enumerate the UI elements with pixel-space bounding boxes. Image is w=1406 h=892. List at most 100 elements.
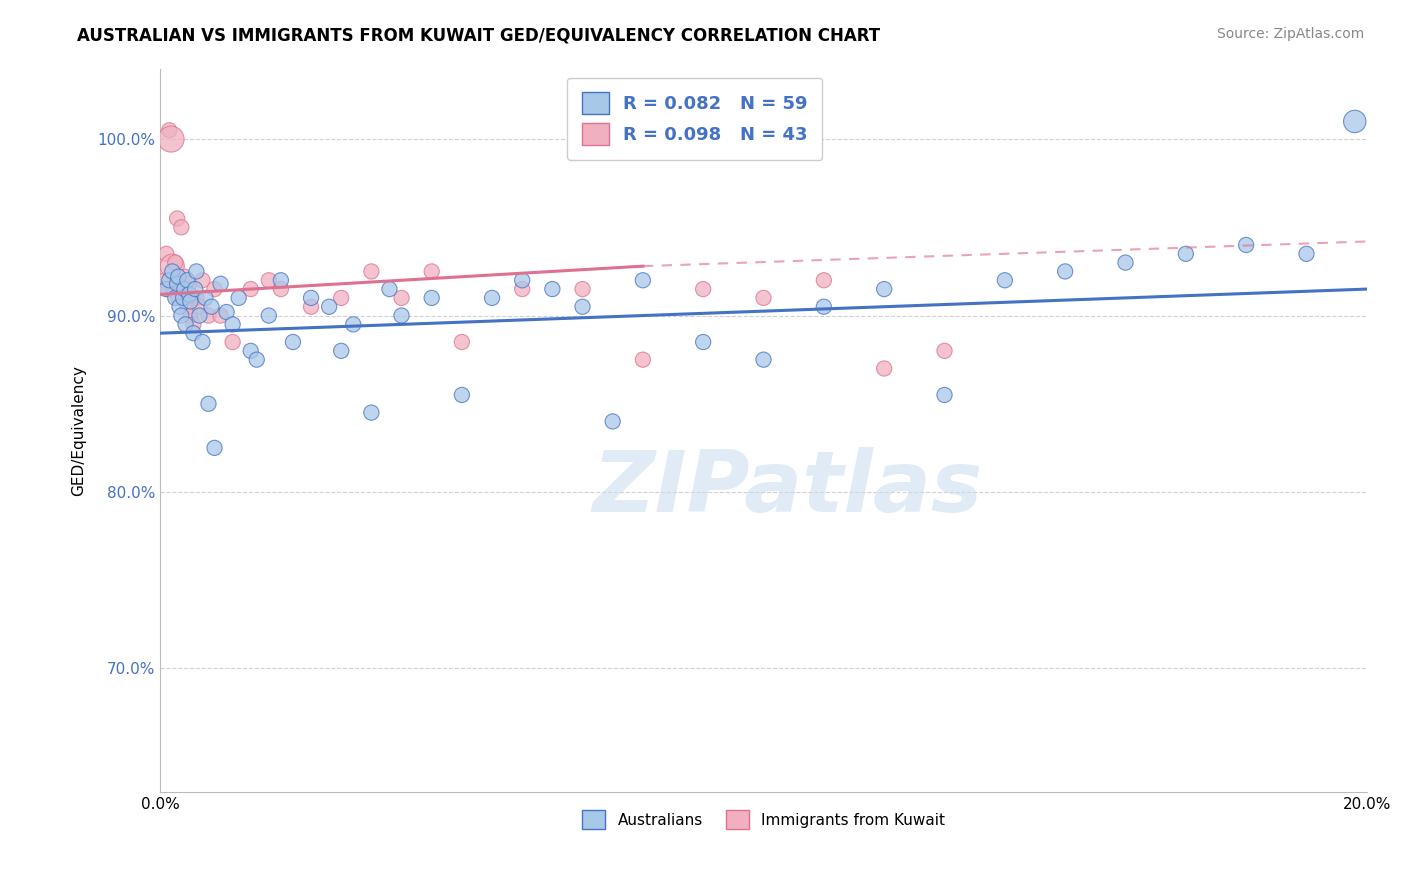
Point	[157, 273, 180, 287]
Point	[170, 220, 193, 235]
Point	[342, 318, 364, 332]
Point	[602, 414, 624, 428]
Point	[209, 277, 232, 291]
Text: AUSTRALIAN VS IMMIGRANTS FROM KUWAIT GED/EQUIVALENCY CORRELATION CHART: AUSTRALIAN VS IMMIGRANTS FROM KUWAIT GED…	[77, 27, 880, 45]
Point	[1174, 247, 1197, 261]
Point	[571, 282, 593, 296]
Point	[155, 247, 177, 261]
Point	[391, 291, 413, 305]
Point	[173, 282, 195, 296]
Point	[450, 388, 472, 402]
Point	[934, 343, 956, 358]
Point	[188, 300, 211, 314]
Point	[246, 352, 269, 367]
Legend: Australians, Immigrants from Kuwait: Australians, Immigrants from Kuwait	[576, 804, 950, 835]
Point	[692, 282, 714, 296]
Point	[221, 334, 243, 349]
Point	[162, 282, 184, 296]
Point	[156, 282, 179, 296]
Point	[160, 132, 183, 146]
Point	[873, 282, 896, 296]
Point	[186, 291, 208, 305]
Point	[330, 343, 353, 358]
Point	[191, 334, 214, 349]
Point	[179, 294, 201, 309]
Point	[155, 282, 177, 296]
Point	[174, 318, 197, 332]
Point	[257, 273, 280, 287]
Point	[215, 305, 238, 319]
Point	[481, 291, 503, 305]
Point	[631, 273, 654, 287]
Point	[281, 334, 304, 349]
Point	[200, 300, 222, 314]
Point	[239, 343, 262, 358]
Point	[166, 277, 188, 291]
Point	[420, 291, 443, 305]
Point	[179, 287, 201, 301]
Point	[391, 309, 413, 323]
Point	[194, 291, 217, 305]
Point	[813, 300, 835, 314]
Point	[1234, 238, 1257, 252]
Point	[270, 282, 292, 296]
Point	[752, 352, 775, 367]
Point	[184, 282, 207, 296]
Point	[1295, 247, 1317, 261]
Point	[179, 277, 201, 291]
Point	[173, 269, 195, 284]
Point	[299, 291, 322, 305]
Point	[166, 211, 188, 226]
Point	[162, 264, 184, 278]
Point	[510, 282, 533, 296]
Point	[197, 309, 219, 323]
Point	[1344, 114, 1367, 128]
Point	[360, 406, 382, 420]
Point	[934, 388, 956, 402]
Text: ZIPatlas: ZIPatlas	[592, 447, 983, 530]
Point	[360, 264, 382, 278]
Point	[1054, 264, 1077, 278]
Point	[186, 264, 208, 278]
Point	[204, 282, 226, 296]
Point	[994, 273, 1017, 287]
Point	[813, 273, 835, 287]
Y-axis label: GED/Equivalency: GED/Equivalency	[72, 365, 86, 496]
Point	[188, 309, 211, 323]
Point	[571, 300, 593, 314]
Text: Source: ZipAtlas.com: Source: ZipAtlas.com	[1216, 27, 1364, 41]
Point	[179, 309, 201, 323]
Point	[162, 259, 184, 273]
Point	[165, 255, 187, 269]
Point	[510, 273, 533, 287]
Point	[239, 282, 262, 296]
Point	[450, 334, 472, 349]
Point	[174, 291, 197, 305]
Point	[228, 291, 250, 305]
Point	[330, 291, 353, 305]
Point	[631, 352, 654, 367]
Point	[873, 361, 896, 376]
Point	[176, 273, 198, 287]
Point	[165, 291, 187, 305]
Point	[541, 282, 564, 296]
Point	[257, 309, 280, 323]
Point	[170, 309, 193, 323]
Point	[204, 441, 226, 455]
Point	[183, 318, 205, 332]
Point	[157, 123, 180, 137]
Point	[183, 326, 205, 341]
Point	[191, 273, 214, 287]
Point	[378, 282, 401, 296]
Point	[153, 273, 176, 287]
Point	[752, 291, 775, 305]
Point	[299, 300, 322, 314]
Point	[420, 264, 443, 278]
Point	[270, 273, 292, 287]
Point	[167, 269, 190, 284]
Point	[172, 282, 194, 296]
Point	[172, 291, 194, 305]
Point	[318, 300, 340, 314]
Point	[197, 397, 219, 411]
Point	[176, 300, 198, 314]
